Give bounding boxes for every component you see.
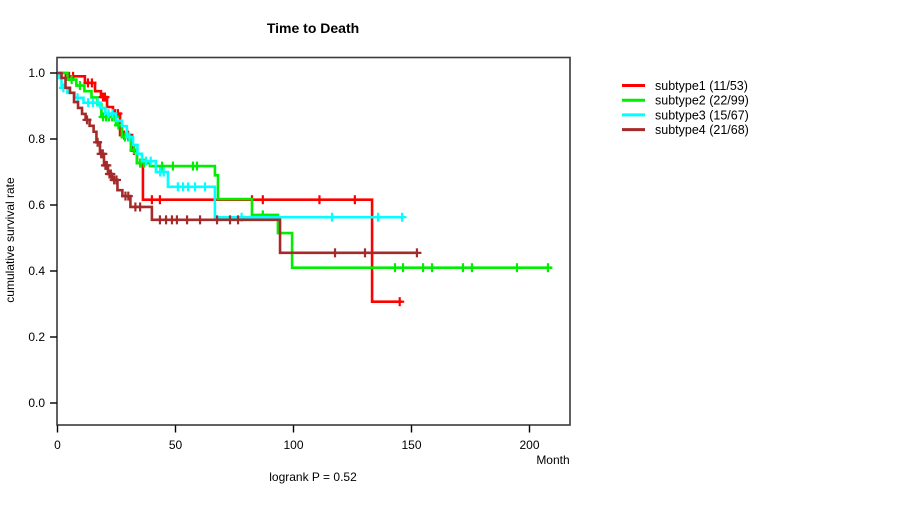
series-subtype1 (57, 71, 405, 307)
legend-item-subtype4: subtype4 (21/68) (622, 123, 749, 137)
plot-box (56, 56, 571, 426)
legend-item-subtype2: subtype2 (22/99) (622, 94, 749, 108)
legend-label-subtype1: subtype1 (11/53) (655, 79, 748, 93)
x-tick-label-0: 0 (54, 438, 61, 452)
series-subtype2 (57, 71, 553, 273)
survival-curve-subtype3 (57, 71, 404, 219)
legend-label-subtype3: subtype3 (15/67) (655, 108, 749, 122)
y-tick-label-0.0: 0.0 (28, 396, 45, 410)
legend-label-subtype2: subtype2 (22/99) (655, 94, 749, 108)
legend-item-subtype1: subtype1 (11/53) (622, 79, 748, 93)
x-tick-label-150: 150 (401, 438, 421, 452)
chart-title: Time to Death (267, 20, 359, 36)
survival-curve-subtype4 (57, 71, 419, 255)
y-axis-label: cumulative survival rate (3, 177, 17, 303)
legend-item-subtype3: subtype3 (15/67) (622, 108, 749, 122)
y-tick-label-1.0: 1.0 (28, 66, 45, 80)
censor-marks-subtype2 (67, 75, 553, 273)
x-tick-label-50: 50 (169, 438, 183, 452)
y-tick-label-0.4: 0.4 (28, 264, 45, 278)
survival-curve-subtype2 (57, 71, 552, 269)
legend: subtype1 (11/53)subtype2 (22/99)subtype3… (622, 79, 749, 137)
y-tick-label-0.6: 0.6 (28, 198, 45, 212)
series-subtype4 (57, 71, 422, 258)
censor-marks-subtype4 (82, 115, 422, 258)
axes: 0 50 100 150 200 0.0 0.2 0.4 0.6 0.8 1.0 (28, 56, 571, 452)
x-axis-label: Month (536, 453, 569, 467)
legend-label-subtype4: subtype4 (21/68) (655, 123, 749, 137)
survival-curves (57, 71, 553, 307)
x-tick-label-200: 200 (519, 438, 539, 452)
logrank-annotation: logrank P = 0.52 (269, 470, 357, 484)
y-tick-label-0.8: 0.8 (28, 132, 45, 146)
x-tick-label-100: 100 (283, 438, 303, 452)
censor-marks-subtype1 (64, 71, 405, 307)
y-tick-label-0.2: 0.2 (28, 330, 45, 344)
